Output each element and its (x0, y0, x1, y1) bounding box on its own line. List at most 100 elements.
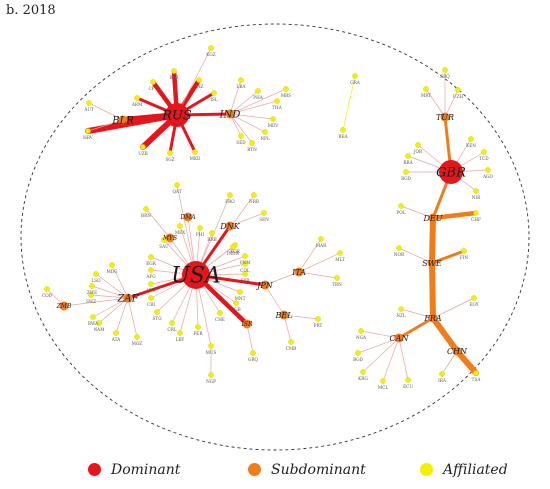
label-blr2: BLR (169, 75, 179, 80)
label-col: COL (240, 268, 250, 273)
node-syr (242, 271, 248, 277)
node-bgd (355, 350, 361, 356)
node-nam (96, 320, 102, 326)
label-vnm: VNM (239, 260, 252, 265)
label-crl: CRL (167, 327, 176, 332)
edge-can-krg (362, 337, 400, 373)
node-ngp (208, 372, 214, 378)
label-pha: PHA (253, 95, 263, 100)
node-bel (279, 310, 289, 320)
node-mus (208, 343, 214, 349)
edge-bel-prt (283, 314, 319, 320)
node-jpn (260, 280, 270, 290)
label-gbr: GBR (436, 166, 466, 181)
label-vgb: VGB (230, 307, 240, 312)
node-sgz (167, 150, 173, 156)
legend-dominant: Dominant (88, 462, 180, 478)
label-ind: IND (219, 110, 241, 121)
edge-deu-pol (400, 205, 434, 219)
label-mlt: MLT (335, 257, 345, 262)
label-rus: RUS (161, 109, 192, 124)
node-fin (461, 248, 467, 254)
node-fro (227, 192, 233, 198)
node-cri (148, 295, 154, 301)
label-bel: BEL (274, 311, 292, 320)
node-egr (148, 254, 154, 260)
node-swe (427, 258, 437, 268)
node-nrb (251, 192, 257, 198)
label-ltu: LTU (147, 288, 156, 293)
edge-zaf-swz (90, 294, 129, 299)
label-mcl: MCL (378, 385, 388, 390)
node-ind (225, 109, 235, 119)
node-swz (88, 292, 94, 298)
legend-affiliated-dot (420, 463, 433, 476)
label-mkd: MKD (190, 156, 201, 161)
node-pha (255, 88, 261, 94)
node-grq (250, 350, 256, 356)
node-uzh (455, 87, 461, 93)
edge-swe-fin (430, 249, 466, 265)
legend-dominant-dot (88, 463, 101, 476)
node-nir (473, 188, 479, 194)
node-btn (249, 140, 255, 146)
node-che (217, 310, 223, 316)
node-uzb (140, 144, 146, 150)
node-cmr (288, 339, 294, 345)
node-mar (318, 236, 324, 242)
node-lso (93, 271, 99, 277)
node-isr (242, 319, 252, 329)
label-brn: BRN (141, 213, 151, 218)
edge-jpn-bel (264, 284, 285, 316)
label-tur: TUR (436, 113, 454, 122)
label-ira: IRA (438, 378, 447, 383)
edge-ind-pha (229, 90, 259, 115)
label-btn: BTN (247, 147, 257, 152)
label-dnk: DNK (219, 222, 240, 231)
label-kaz: KAZ (195, 84, 204, 89)
label-pol: POL (396, 210, 405, 215)
node-can (394, 333, 404, 343)
node-trn (334, 275, 340, 281)
label-ngp: NGP (206, 379, 216, 384)
label-sgz: SGZ (165, 157, 174, 162)
label-fra: FRA (423, 314, 442, 323)
edge-swe-nor (398, 247, 433, 264)
node-mys (165, 233, 175, 243)
label-ecu: ECU (403, 384, 413, 389)
label-trn: TRN (332, 282, 342, 287)
node-sau (161, 237, 167, 243)
node-ltu (148, 281, 154, 287)
edge-ind-mdv (229, 113, 274, 120)
label-jpn: JPN (255, 281, 274, 290)
node-gra (352, 73, 358, 79)
node-fra (428, 313, 438, 323)
label-mrt: MRT (421, 93, 431, 98)
label-egy: EGY (469, 302, 478, 307)
node-lby (177, 330, 183, 336)
edge-isr-grq (246, 323, 254, 354)
edge-tur-mrt (425, 88, 446, 118)
label-nga: NGA (356, 335, 367, 340)
edge-ita-mlt (298, 252, 341, 273)
label-hrv: HRV (83, 135, 94, 140)
node-rus (165, 103, 189, 127)
label-mrs: MRS (281, 93, 291, 98)
label-uzb: UZB (138, 151, 148, 156)
node-kaz (196, 77, 202, 83)
legend-subdominant-label: Subdominant (271, 462, 366, 478)
node-vgb (233, 300, 239, 306)
node-sto (154, 309, 160, 315)
node-dnk (225, 221, 235, 231)
node-mnt (237, 289, 243, 295)
edge-zaf-zmb (63, 297, 129, 307)
node-tcd (481, 149, 487, 155)
label-indn: INDN (227, 251, 240, 256)
node-cod (44, 286, 50, 292)
legend-subdominant: Subdominant (248, 462, 366, 478)
label-sau: SAU (159, 244, 169, 249)
label-phi: PHI (196, 232, 204, 237)
label-prt: PRT (314, 323, 323, 328)
edge-usa-qat (176, 184, 197, 276)
